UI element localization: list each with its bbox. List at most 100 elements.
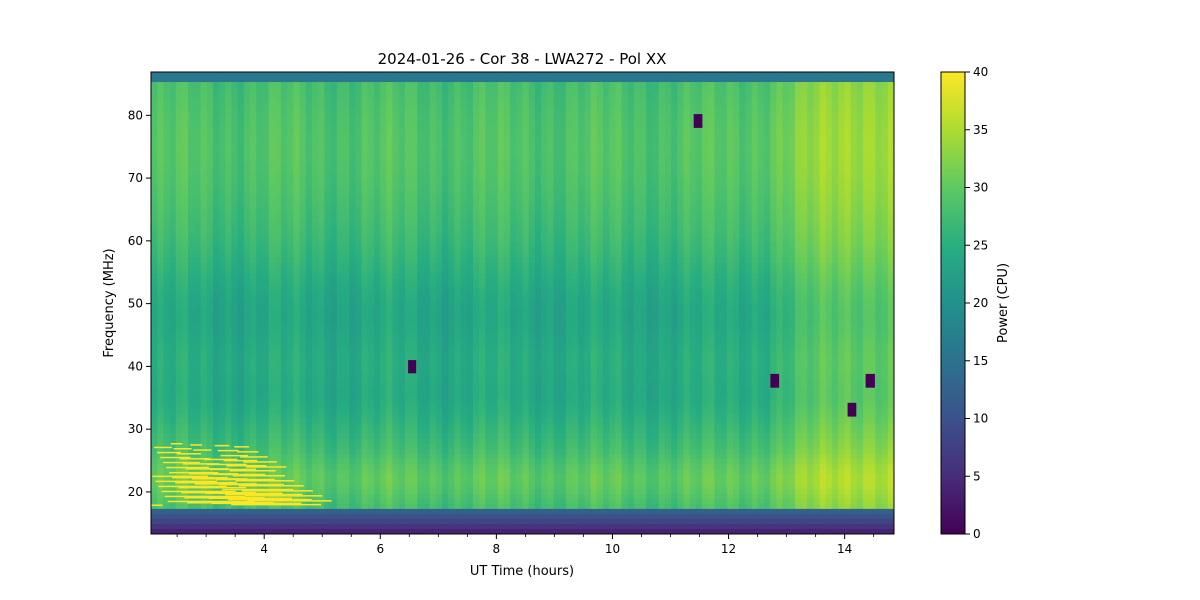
spectrogram-cell <box>380 112 387 118</box>
spectrogram-cell <box>578 137 586 143</box>
spectrogram-cell <box>633 272 641 279</box>
spectrogram-cell <box>671 177 678 184</box>
spectrogram-cell <box>157 157 164 163</box>
spectrogram-cell <box>770 77 777 83</box>
spectrogram-cell <box>206 172 214 179</box>
spectrogram-cell <box>813 142 821 148</box>
spectrogram-cell <box>565 242 573 249</box>
spectrogram-cell <box>788 137 796 143</box>
spectrogram-cell <box>386 197 394 204</box>
spectrogram-cell <box>726 192 734 199</box>
spectrogram-cell <box>528 117 536 123</box>
spectrogram-cell <box>695 272 703 279</box>
spectrogram-cell <box>510 272 517 279</box>
spectrogram-cell <box>702 192 709 199</box>
spectrogram-cell <box>770 87 777 93</box>
spectrogram-cell <box>584 77 592 83</box>
spectrogram-cell <box>194 142 202 148</box>
spectrogram-cell <box>584 72 592 78</box>
spectrogram-cell <box>863 212 870 219</box>
spectrogram-cell <box>757 177 765 184</box>
spectrogram-cell <box>615 237 623 244</box>
spectrogram-cell <box>658 202 666 209</box>
spectrogram-cell <box>243 277 251 284</box>
spectrogram-cell <box>324 82 332 88</box>
spectrogram-cell <box>751 192 759 199</box>
spectrogram-cell <box>763 177 771 184</box>
spectrogram-cell <box>689 222 697 229</box>
spectrogram-cell <box>510 277 517 284</box>
spectrogram-cell <box>423 137 431 143</box>
spectrogram-cell <box>887 182 894 189</box>
spectrogram-cell <box>411 157 418 163</box>
spectrogram-cell <box>881 182 889 189</box>
spectrogram-cell <box>739 107 746 113</box>
spectrogram-cell <box>875 162 883 169</box>
spectrogram-cell <box>875 207 883 214</box>
spectrogram-cell <box>510 177 517 184</box>
spectrogram-cell <box>250 152 257 158</box>
spectrogram-cell <box>565 107 573 113</box>
spectrogram-cell <box>231 187 239 194</box>
spectrogram-cell <box>435 142 443 148</box>
spectrogram-cell <box>324 202 332 209</box>
spectrogram-cell <box>268 142 276 148</box>
spectrogram-cell <box>479 192 486 199</box>
spectrogram-cell <box>386 142 394 148</box>
spectrogram-cell <box>342 132 350 138</box>
spectrogram-cell <box>466 187 474 194</box>
spectrogram-cell <box>844 187 852 194</box>
spectrogram-cell <box>287 107 295 113</box>
spectrogram-cell <box>349 277 356 284</box>
spectrogram-cell <box>188 222 195 229</box>
spectrogram-cell <box>850 197 858 204</box>
spectrogram-cell <box>745 207 753 214</box>
spectrogram-cell <box>881 77 889 83</box>
spectrogram-cell <box>565 182 573 189</box>
spectrogram-cell <box>739 182 746 189</box>
spectrogram-cell <box>386 232 394 239</box>
spectrogram-cell <box>528 122 536 128</box>
spectrogram-cell <box>572 197 579 204</box>
spectrogram-cell <box>590 72 598 78</box>
spectrogram-cell <box>175 82 183 88</box>
spectrogram-cell <box>553 172 561 179</box>
spectrogram-cell <box>825 117 833 123</box>
spectrogram-cell <box>442 272 449 279</box>
spectrogram-cell <box>225 92 233 98</box>
spectrogram-cell <box>163 267 171 274</box>
spectrogram-cell <box>522 277 530 284</box>
spectrogram-cell <box>825 267 833 274</box>
spectrogram-cell <box>355 77 363 83</box>
spectrogram-cell <box>838 242 846 249</box>
spectrogram-cell <box>695 262 703 269</box>
spectrogram-cell <box>875 132 883 138</box>
spectrogram-cell <box>652 172 660 179</box>
spectrogram-cell <box>850 82 858 88</box>
spectrogram-cell <box>225 107 233 113</box>
spectrogram-cell <box>163 222 171 229</box>
spectrogram-cell <box>683 192 691 199</box>
spectrogram-cell <box>336 267 344 274</box>
spectrogram-cell <box>361 112 369 118</box>
spectrogram-cell <box>720 207 728 214</box>
spectrogram-cell <box>448 82 455 88</box>
spectrogram-cell <box>838 212 846 219</box>
spectrogram-cell <box>658 162 666 169</box>
spectrogram-cell <box>454 197 462 204</box>
spectrogram-cell <box>448 107 455 113</box>
spectrogram-cell <box>856 102 864 108</box>
spectrogram-cell <box>832 267 839 274</box>
spectrogram-cell <box>720 217 728 224</box>
spectrogram-cell <box>442 192 449 199</box>
spectrogram-cell <box>572 252 579 259</box>
spectrogram-cell <box>181 182 189 189</box>
spectrogram-cell <box>212 187 220 194</box>
spectrogram-cell <box>305 117 313 123</box>
spectrogram-cell <box>472 97 480 103</box>
spectrogram-cell <box>832 247 839 254</box>
spectrogram-cell <box>342 142 350 148</box>
spectrogram-cell <box>813 197 821 204</box>
spectrogram-cell <box>887 102 894 108</box>
spectrogram-cell <box>194 187 202 194</box>
